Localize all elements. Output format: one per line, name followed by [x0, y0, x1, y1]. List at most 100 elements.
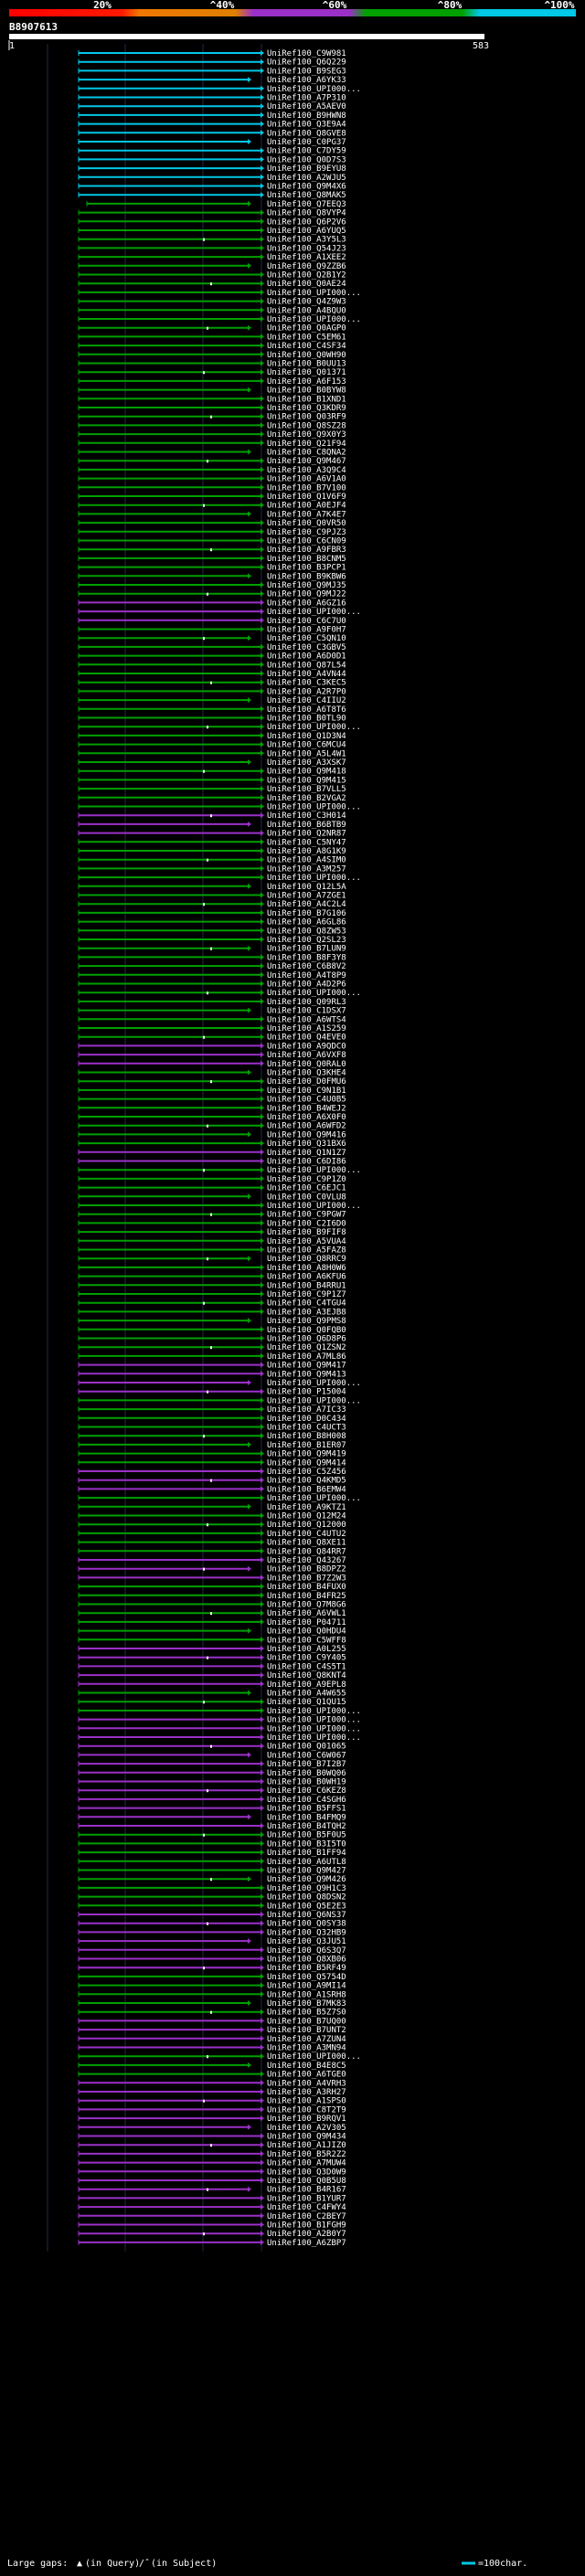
hit-end-arrow [248, 1503, 251, 1510]
hit-row: UniRef100_Q1N1Z7 [78, 1149, 346, 1158]
hit-gap-mark [203, 238, 205, 241]
hit-accession: UniRef100_B4E8C5 [267, 2062, 346, 2071]
hit-accession: UniRef100_C6B8V2 [267, 962, 346, 971]
hit-accession: UniRef100_A6ZBP7 [267, 2239, 346, 2248]
hit-gap-mark [210, 814, 212, 818]
hit-gap-mark [203, 1567, 205, 1571]
hit-end-arrow [261, 688, 264, 694]
hit-end-arrow [261, 626, 264, 632]
hit-row: UniRef100_UPI000... [78, 1716, 361, 1725]
hit-row: UniRef100_Q0VR50 [78, 519, 346, 528]
hit-end-arrow [248, 883, 251, 889]
hit-accession: UniRef100_B8F3Y8 [267, 953, 346, 962]
hit-accession: UniRef100_Q0WH90 [267, 351, 346, 360]
hit-row: UniRef100_B4TQH2 [78, 1822, 346, 1831]
hit-accession: UniRef100_B9HWN8 [267, 111, 346, 121]
hit-accession: UniRef100_A5FAZ8 [267, 1246, 346, 1256]
hit-end-arrow [261, 909, 264, 916]
hit-end-arrow [261, 484, 264, 491]
hit-accession: UniRef100_A3EJB8 [267, 1308, 346, 1317]
hit-accession: UniRef100_A1S259 [267, 1024, 346, 1034]
hit-row: UniRef100_B3I5T0 [78, 1839, 346, 1849]
hit-accession: UniRef100_C6CN09 [267, 537, 346, 546]
hit-end-arrow [261, 901, 264, 907]
hit-accession: UniRef100_Q6P2V6 [267, 217, 346, 227]
hit-accession: UniRef100_UPI000... [267, 1166, 361, 1175]
hit-accession: UniRef100_Q0SY38 [267, 1920, 346, 1929]
hit-row: UniRef100_B4FR25 [78, 1592, 346, 1601]
hit-accession: UniRef100_B4FMQ9 [267, 1813, 346, 1822]
ruler-start: 1 [9, 41, 15, 51]
hit-end-arrow [261, 1211, 264, 1217]
hit-row: UniRef100_B7Z2W3 [78, 1574, 346, 1583]
hit-accession: UniRef100_B1XND1 [267, 395, 346, 404]
hit-accession: UniRef100_Q8SZ28 [267, 421, 346, 430]
hit-gap-mark [207, 1922, 208, 1925]
hit-accession: UniRef100_Q31BX6 [267, 1140, 346, 1149]
hit-row: UniRef100_A5VUA4 [78, 1237, 346, 1246]
hit-row: UniRef100_C3GBV5 [78, 643, 346, 652]
hit-row: UniRef100_A7IC33 [78, 1405, 346, 1415]
hit-gap-mark [203, 504, 205, 507]
hit-gap-mark [207, 1390, 208, 1394]
hit-end-arrow [261, 590, 264, 597]
hit-end-arrow [261, 856, 264, 863]
hit-end-arrow [261, 50, 264, 56]
hit-row: UniRef100_Q2SL23 [78, 936, 346, 945]
hit-end-arrow [261, 839, 264, 845]
scale-label: ^80% [438, 0, 463, 11]
hit-accession: UniRef100_C9PGW7 [267, 1211, 346, 1220]
hit-accession: UniRef100_Q8XB06 [267, 1956, 346, 1965]
hit-accession: UniRef100_A2WJU5 [267, 174, 346, 183]
hit-row: UniRef100_B0TL90 [78, 715, 346, 724]
hit-row: UniRef100_C9PJZ3 [78, 528, 346, 537]
hit-accession: UniRef100_C6C7U0 [267, 617, 346, 626]
hit-end-arrow [261, 1114, 264, 1119]
hit-end-arrow [248, 1007, 251, 1013]
hit-accession: UniRef100_A0EJF4 [267, 502, 346, 511]
hit-end-arrow [261, 998, 264, 1004]
hit-accession: UniRef100_Q9M413 [267, 1370, 346, 1379]
hit-row: UniRef100_B7G106 [78, 909, 346, 918]
hit-row: UniRef100_Q09RL3 [78, 998, 346, 1007]
hit-row: UniRef100_B3PCP1 [78, 564, 346, 573]
hit-row: UniRef100_Q8KNT4 [78, 1671, 346, 1680]
hit-accession: UniRef100_B4FUX0 [267, 1583, 346, 1592]
hit-row: UniRef100_A6KFU6 [78, 1273, 346, 1282]
hit-accession: UniRef100_A3XSK7 [267, 758, 346, 768]
hit-row: UniRef100_C6EJC1 [78, 1184, 346, 1193]
hit-accession: UniRef100_Q0VR50 [267, 519, 346, 528]
hit-accession: UniRef100_Q01065 [267, 1743, 346, 1752]
hit-row: UniRef100_Q0D7S3 [78, 155, 346, 164]
hit-end-arrow [261, 2212, 264, 2219]
hit-row: UniRef100_C6DI86 [78, 1158, 346, 1167]
hit-end-arrow [261, 298, 264, 304]
hit-end-arrow [261, 1884, 264, 1891]
hit-accession: UniRef100_A9EPL8 [267, 1680, 346, 1690]
legend-query-arrow: ▲ [77, 2559, 82, 2569]
hit-row: UniRef100_Q9MJ35 [78, 581, 346, 590]
hit-end-arrow [261, 1769, 264, 1776]
hit-row: UniRef100_Q6P2V6 [78, 217, 346, 227]
hit-end-arrow [261, 369, 264, 376]
hit-accession: UniRef100_A7MUW4 [267, 2159, 346, 2168]
hit-end-arrow [261, 1060, 264, 1066]
hit-accession: UniRef100_A6VXF8 [267, 1051, 346, 1060]
hit-row: UniRef100_C9P1Z0 [78, 1175, 346, 1184]
hit-row: UniRef100_B1YUR7 [78, 2194, 346, 2203]
hit-row: UniRef100_Q5E2E3 [78, 1902, 346, 1911]
hit-row: UniRef100_Q8RRC9 [78, 1255, 346, 1264]
hit-end-arrow [261, 271, 264, 278]
hit-end-arrow [261, 165, 264, 172]
hit-accession: UniRef100_Q01371 [267, 368, 346, 377]
hit-end-arrow [261, 1344, 264, 1351]
hit-row: UniRef100_B1XND1 [78, 395, 346, 404]
hit-end-arrow [261, 281, 264, 287]
hit-accession: UniRef100_A4VN44 [267, 670, 346, 679]
hit-accession: UniRef100_B1FF94 [267, 1849, 346, 1858]
hit-row: UniRef100_Q0HDU4 [78, 1627, 346, 1637]
hit-row: UniRef100_A7ZUN4 [78, 2035, 346, 2044]
hit-end-arrow [261, 1087, 264, 1093]
hit-accession: UniRef100_C8T2T9 [267, 2105, 346, 2115]
hit-accession: UniRef100_A9F0H7 [267, 626, 346, 635]
